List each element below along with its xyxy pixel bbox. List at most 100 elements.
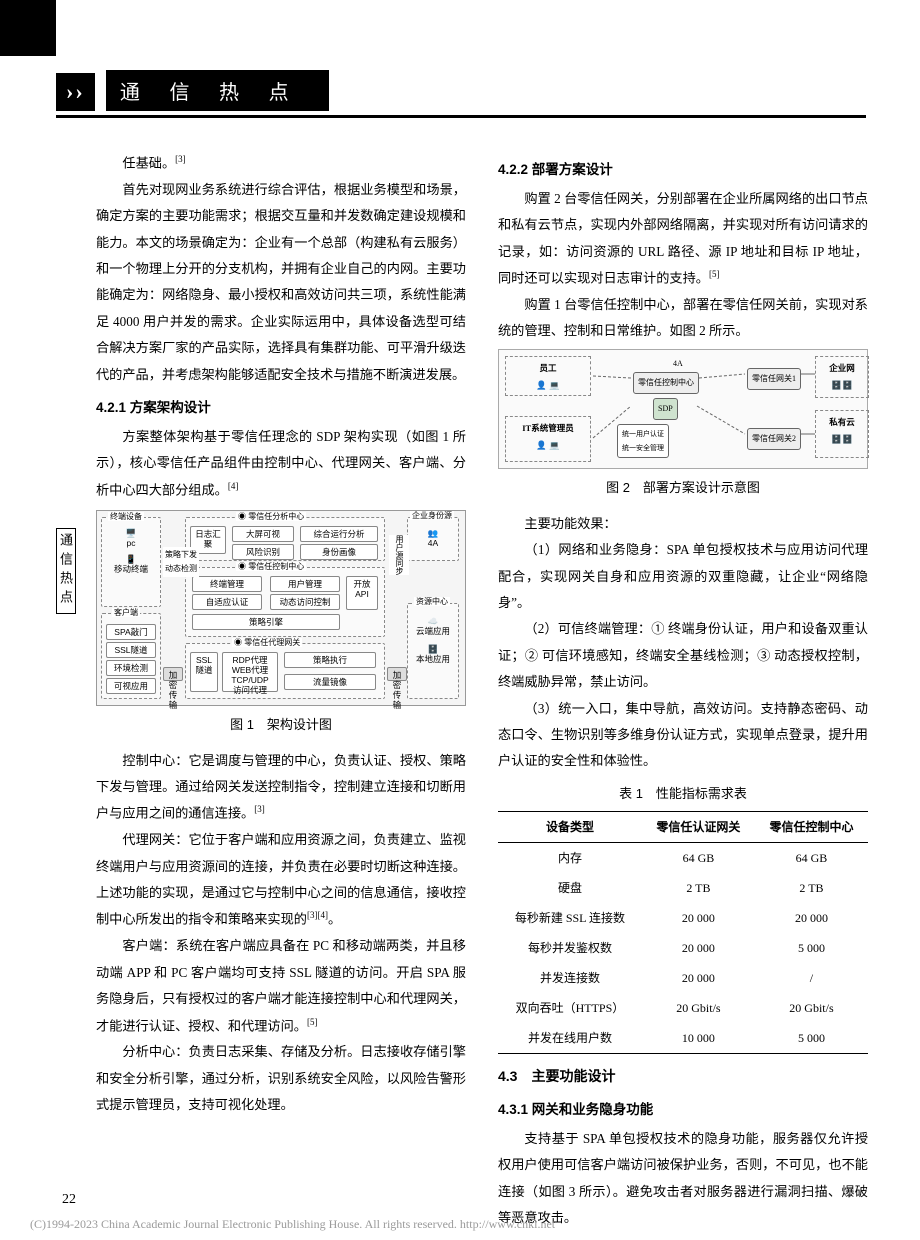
- citation: [5]: [709, 269, 720, 279]
- paragraph: 购置 2 台零信任网关，分别部署在企业所属网络的出口节点和私有云节点，实现内外部…: [498, 186, 868, 292]
- label: 企业网: [829, 363, 855, 373]
- figure-2-caption: 图 2 部署方案设计示意图: [498, 475, 868, 501]
- td: 5 000: [755, 1023, 868, 1054]
- label: SSL隧道: [190, 652, 218, 692]
- td: 并发在线用户数: [498, 1023, 642, 1054]
- label: 终端设备: [108, 512, 144, 522]
- control-center-group: ◉ 零信任控制中心 终端管理 用户管理 自适应认证 动态访问控制 开放API 策…: [185, 567, 385, 637]
- paragraph: 代理网关：它位于客户端和应用资源之间，负责建立、监视终端用户与应用资源间的连接，…: [96, 827, 466, 933]
- label: 加密传输: [163, 667, 183, 681]
- label: ◉ 零信任分析中心: [236, 512, 306, 522]
- right-column: 4.2.2 部署方案设计 购置 2 台零信任网关，分别部署在企业所属网络的出口节…: [498, 150, 868, 1160]
- label: pc: [104, 538, 158, 548]
- figure-1-architecture: 终端设备 🖥️ pc 📱 移动终端 客户端 SPA敲门 SSL隧道 环境检测 可…: [96, 510, 466, 706]
- label: 资源中心: [414, 597, 450, 607]
- header-rule: [56, 115, 866, 117]
- label: 环境检测: [106, 660, 156, 676]
- label: ◉ 零信任代理网关: [232, 638, 302, 648]
- table-row: 内存64 GB64 GB: [498, 842, 868, 873]
- td: 每秒新建 SSL 连接数: [498, 903, 642, 933]
- text: 。: [328, 912, 341, 927]
- text: 方案整体架构基于零信任理念的 SDP 架构实现（如图 1 所示），核心零信任产品…: [96, 429, 466, 497]
- label: 4A: [410, 538, 456, 548]
- figure-2-deployment: 员工👤 💻 IT系统管理员👤 💻 零信任控制中心 SDP 4A 零信任网关1 零…: [498, 349, 868, 469]
- client-group: 客户端 SPA敲门 SSL隧道 环境检测 可视应用: [101, 613, 161, 699]
- td: 20 Gbit/s: [755, 993, 868, 1023]
- footer-copyright: (C)1994-2023 China Academic Journal Elec…: [30, 1217, 555, 1232]
- citation: [3]: [175, 154, 186, 164]
- label: 开放API: [346, 576, 378, 610]
- td: 20 000: [642, 963, 755, 993]
- td: 双向吞吐（HTTPS）: [498, 993, 642, 1023]
- label: SPA敲门: [106, 624, 156, 640]
- ctrl-node: 零信任控制中心: [633, 372, 699, 394]
- label: RDP代理 WEB代理 TCP/UDP 访问代理: [222, 652, 278, 692]
- label: 用户源同步: [389, 535, 409, 575]
- label: 身份画像: [300, 544, 378, 560]
- label: 终端管理: [192, 576, 262, 592]
- th: 设备类型: [498, 811, 642, 842]
- label: 策略执行: [284, 652, 376, 668]
- label: 本地应用: [410, 654, 456, 664]
- performance-table: 设备类型 零信任认证网关 零信任控制中心 内存64 GB64 GB硬盘2 TB2…: [498, 811, 868, 1054]
- td: 2 TB: [642, 873, 755, 903]
- td: 2 TB: [755, 873, 868, 903]
- citation: [3]: [254, 804, 265, 814]
- paragraph: 主要功能效果：: [498, 511, 868, 537]
- paragraph: （2）可信终端管理：① 终端身份认证，用户和设备双重认证；② 可信环境感知，终端…: [498, 616, 868, 695]
- label: ◉ 零信任控制中心: [236, 562, 306, 572]
- label: 自适应认证: [192, 594, 262, 610]
- td: 64 GB: [642, 842, 755, 873]
- gw2-node: 零信任网关2: [747, 428, 801, 450]
- label: 大屏可视: [232, 526, 294, 542]
- resource-center: 资源中心 ☁️ 云端应用 🗄️ 本地应用: [407, 603, 459, 699]
- td: 64 GB: [755, 842, 868, 873]
- text: 购置 2 台零信任网关，分别部署在企业所属网络的出口节点和私有云节点，实现内外部…: [498, 191, 868, 286]
- proxy-gateway-group: ◉ 零信任代理网关 SSL隧道 RDP代理 WEB代理 TCP/UDP 访问代理…: [185, 643, 385, 699]
- label: SSL隧道: [106, 642, 156, 658]
- text: 任基础。: [122, 155, 175, 170]
- terminal-devices-group: 终端设备 🖥️ pc 📱 移动终端: [101, 517, 161, 607]
- label: 用户管理: [270, 576, 340, 592]
- table-1-caption: 表 1 性能指标需求表: [498, 781, 868, 807]
- page-number: 22: [62, 1192, 76, 1208]
- td: /: [755, 963, 868, 993]
- heading-4-3: 4.3 主要功能设计: [498, 1062, 868, 1090]
- section-title: 通 信 热 点: [106, 70, 329, 111]
- label: 企业身份源: [410, 511, 454, 521]
- table-row: 硬盘2 TB2 TB: [498, 873, 868, 903]
- paragraph: 分析中心：负责日志采集、存储及分析。日志接收存储引擎和安全分析引擎，通过分析，识…: [96, 1039, 466, 1118]
- td: 20 000: [755, 903, 868, 933]
- citation: [5]: [307, 1017, 318, 1027]
- th: 零信任认证网关: [642, 811, 755, 842]
- corner-block: [0, 0, 56, 56]
- chevron-icon: ››: [56, 73, 95, 111]
- td: 20 000: [642, 903, 755, 933]
- td: 每秒并发鉴权数: [498, 933, 642, 963]
- table-header-row: 设备类型 零信任认证网关 零信任控制中心: [498, 811, 868, 842]
- text: 客户端：系统在客户端应具备在 PC 和移动端两类，并且移动端 APP 和 PC …: [96, 938, 466, 1033]
- figure-1-caption: 图 1 架构设计图: [96, 712, 466, 738]
- label: IT系统管理员: [522, 423, 573, 433]
- label: 私有云: [829, 417, 855, 427]
- page-header: ›› 通 信 热 点: [56, 70, 866, 118]
- paragraph: 客户端：系统在客户端应具备在 PC 和移动端两类，并且移动端 APP 和 PC …: [96, 933, 466, 1039]
- label: 移动终端: [104, 564, 158, 574]
- table-row: 双向吞吐（HTTPS）20 Gbit/s20 Gbit/s: [498, 993, 868, 1023]
- gw1-node: 零信任网关1: [747, 368, 801, 390]
- td: 内存: [498, 842, 642, 873]
- label: 策略引擎: [192, 614, 340, 630]
- paragraph: 任基础。[3]: [96, 150, 466, 177]
- fourA-label: 4A: [669, 354, 687, 374]
- heading-4-2-2: 4.2.2 部署方案设计: [498, 156, 868, 183]
- priv-cloud: 私有云🗄️🗄️: [815, 410, 869, 458]
- td: 20 000: [642, 933, 755, 963]
- td: 10 000: [642, 1023, 755, 1054]
- paragraph: （1）网络和业务隐身：SPA 单包授权技术与应用访问代理配合，实现网关自身和应用…: [498, 537, 868, 616]
- corp-net: 企业网🗄️🗄️: [815, 356, 869, 398]
- td: 20 Gbit/s: [642, 993, 755, 1023]
- paragraph: （3）统一入口，集中导航，高效访问。支持静态密码、动态口令、生物识别等多维身份认…: [498, 696, 868, 775]
- label: 云端应用: [410, 626, 456, 636]
- heading-4-2-1: 4.2.1 方案架构设计: [96, 394, 466, 421]
- staff-box: 员工👤 💻: [505, 356, 591, 396]
